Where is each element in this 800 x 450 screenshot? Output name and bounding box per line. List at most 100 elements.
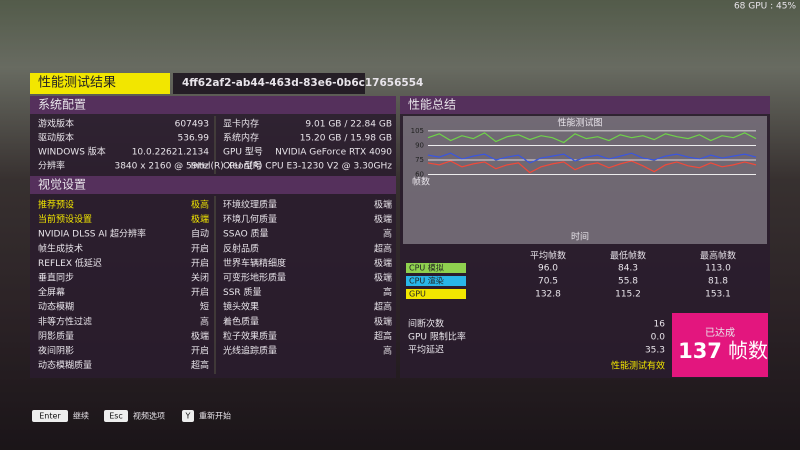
setting-label: 环境几何质量 — [223, 213, 277, 225]
setting-value: 极端 — [374, 315, 392, 327]
cell: 84.3 — [618, 264, 638, 274]
setting-value: 极端 — [374, 272, 392, 284]
setting-value: 3840 x 2160 @ 59Hz — [114, 162, 209, 172]
setting-value: 自动 — [191, 228, 209, 240]
setting-value: 极端 — [191, 330, 209, 342]
stat-value: 16 — [654, 320, 666, 330]
column-header: 最高帧数 — [700, 250, 736, 262]
key[interactable]: Y — [185, 412, 191, 421]
result-value: 137 — [678, 339, 722, 363]
setting-value: 15.20 GB / 15.98 GB — [300, 134, 392, 144]
setting-value: 超高 — [374, 330, 392, 342]
result-box — [672, 313, 768, 377]
setting-label: 显卡内存 — [223, 118, 259, 130]
prompt-label[interactable]: 继续 — [73, 411, 89, 421]
setting-value: 高 — [200, 315, 209, 327]
setting-value: 极端 — [191, 213, 209, 225]
setting-label: 垂直同步 — [38, 272, 74, 284]
setting-value: 极端 — [374, 199, 392, 211]
stat-label: 平均延迟 — [408, 344, 444, 356]
summary-header — [400, 96, 770, 114]
title: 性能测试结果 — [38, 76, 116, 91]
setting-label: 动态模糊 — [38, 301, 74, 313]
setting-label: 系统内存 — [223, 132, 259, 144]
setting-value: 极端 — [374, 213, 392, 225]
setting-label: 非等方性过滤 — [38, 315, 92, 327]
row-swatch — [406, 263, 466, 273]
chart-xlabel: 时间 — [571, 231, 589, 243]
prompt-label[interactable]: 重新开始 — [199, 411, 231, 421]
run-id: 4ff62af2-ab44-463d-83e6-0b6c17656554 — [182, 77, 423, 89]
setting-label: 环境纹理质量 — [223, 199, 277, 211]
y-tick-label: 75 — [415, 156, 424, 164]
setting-value: 9.01 GB / 22.84 GB — [305, 120, 392, 130]
setting-label: 镜头效果 — [223, 301, 259, 313]
setting-label: 帧生成技术 — [38, 242, 83, 254]
setting-label: WINDOWS 版本 — [38, 146, 106, 158]
setting-value: 超高 — [374, 301, 392, 313]
setting-value: 短 — [200, 301, 209, 313]
stat-value: 0.0 — [651, 333, 666, 343]
setting-label: SSR 质量 — [223, 286, 262, 298]
id-bg — [173, 73, 365, 94]
setting-value: 超高 — [191, 359, 209, 371]
key-cap — [182, 410, 194, 422]
left-panel — [30, 96, 396, 378]
result-unit: 帧数 — [728, 339, 768, 363]
setting-label: 粒子效果质量 — [223, 330, 277, 342]
setting-value: 关闭 — [191, 272, 209, 284]
setting-label: GPU 型号 — [223, 147, 263, 158]
setting-value: 536.99 — [178, 134, 210, 144]
setting-value: NVIDIA GeForce RTX 4090 — [275, 148, 392, 158]
setting-value: 开启 — [191, 242, 209, 254]
setting-value: 10.0.22621.2134 — [132, 148, 210, 158]
setting-label: 光线追踪质量 — [223, 345, 277, 357]
row-label: CPU 模拟 — [409, 263, 444, 273]
cell: 153.1 — [705, 290, 731, 300]
key[interactable]: Esc — [109, 412, 123, 421]
setting-label: 动态模糊质量 — [38, 359, 92, 371]
series-line — [427, 160, 757, 174]
setting-value: 高 — [383, 228, 392, 240]
setting-label: 阴影质量 — [38, 330, 74, 342]
result-caption: 已达成 — [705, 327, 735, 339]
series-line — [427, 152, 757, 164]
hud: 68 GPU : 45% — [734, 2, 797, 12]
column-header: 最低帧数 — [610, 250, 646, 262]
y-tick-label: 60 — [415, 171, 424, 179]
key[interactable]: Enter — [39, 412, 61, 421]
setting-label: 推荐预设 — [38, 199, 74, 211]
setting-value: 极端 — [374, 257, 392, 269]
setting-label: 游戏版本 — [38, 118, 74, 130]
setting-label: 全屏幕 — [38, 286, 65, 298]
setting-value: 开启 — [191, 286, 209, 298]
setting-value: 开启 — [191, 257, 209, 269]
cell: 55.8 — [618, 277, 638, 287]
setting-label: 夜间阴影 — [38, 345, 74, 357]
cell: 113.0 — [705, 264, 731, 274]
cell: 81.8 — [708, 277, 728, 287]
cell: 132.8 — [535, 290, 561, 300]
visual-title: 视觉设置 — [38, 177, 86, 192]
setting-value: 开启 — [191, 345, 209, 357]
prompt-label[interactable]: 视频选项 — [133, 411, 165, 421]
row-label: GPU — [409, 290, 426, 299]
stat-label: 间断次数 — [408, 318, 444, 330]
title-bg — [30, 73, 170, 94]
setting-label: 可变形地形质量 — [223, 272, 286, 284]
key-cap — [32, 410, 68, 422]
setting-value: 607493 — [175, 120, 209, 130]
setting-label: 反射品质 — [223, 242, 259, 254]
system-title: 系统配置 — [38, 98, 86, 112]
setting-value: 高 — [383, 345, 392, 357]
setting-label: 着色质量 — [223, 315, 259, 327]
chart-ylabel: 帧数 — [412, 176, 430, 188]
setting-label: 世界车辆精细度 — [223, 257, 286, 269]
setting-value: 极高 — [191, 199, 209, 211]
y-tick-label: 105 — [411, 127, 424, 135]
row-label: CPU 渲染 — [409, 276, 444, 286]
status: 性能测试有效 — [611, 360, 665, 372]
setting-value: 高 — [383, 286, 392, 298]
